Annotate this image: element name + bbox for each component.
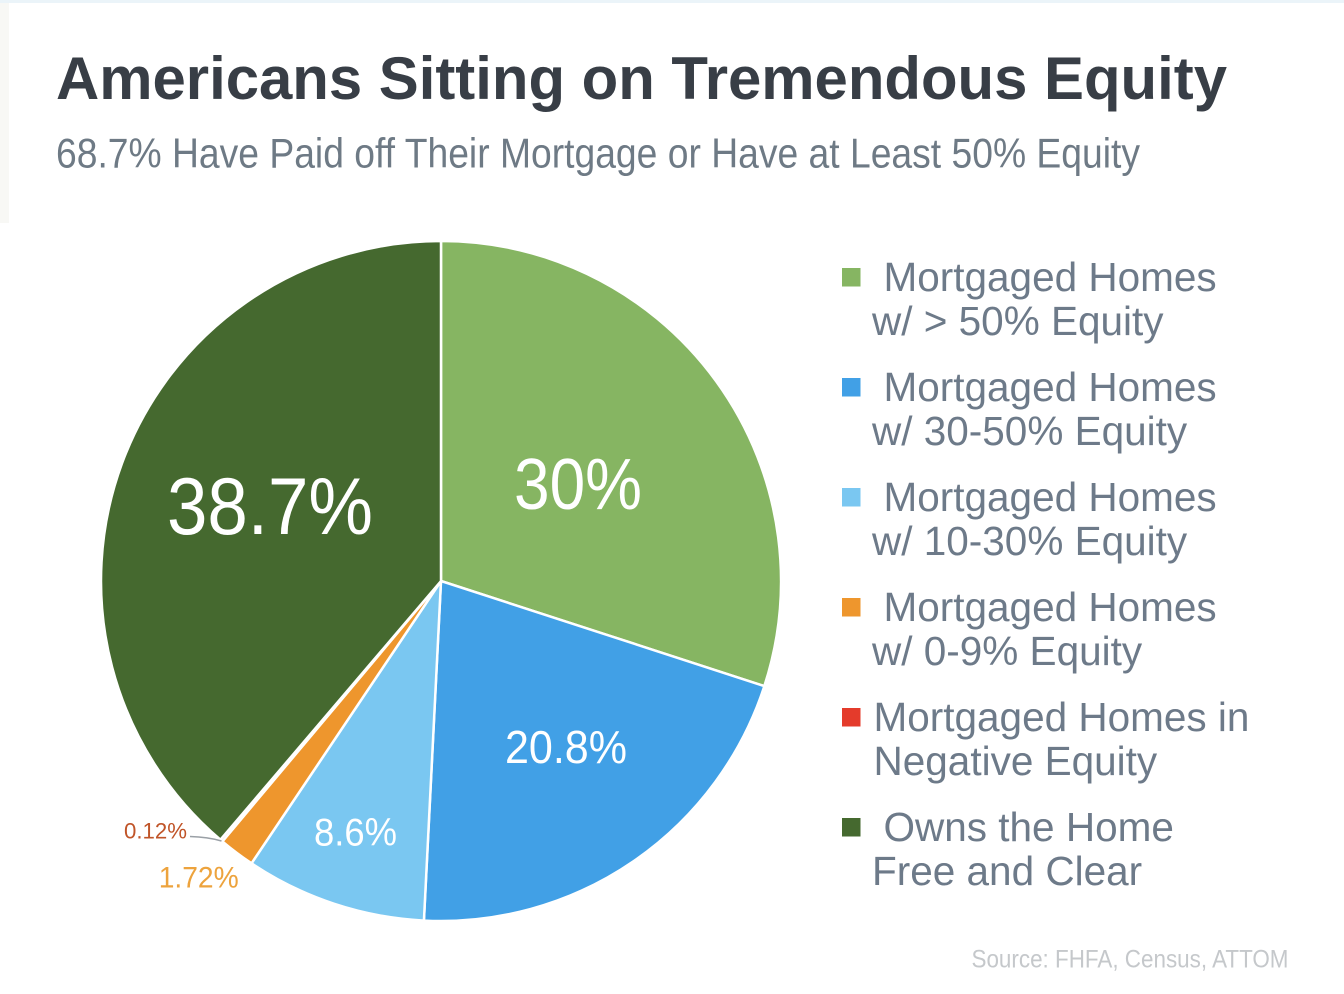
- svg-text:Free and Clear: Free and Clear: [872, 848, 1142, 894]
- svg-text:w/ 10-30% Equity: w/ 10-30% Equity: [871, 518, 1188, 564]
- svg-text:Mortgaged Homes in: Mortgaged Homes in: [874, 694, 1250, 740]
- svg-text:Mortgaged Homes: Mortgaged Homes: [884, 584, 1217, 630]
- svg-text:w/ 30-50% Equity: w/ 30-50% Equity: [871, 408, 1188, 454]
- svg-text:Mortgaged Homes: Mortgaged Homes: [884, 474, 1217, 520]
- svg-text:30%: 30%: [514, 445, 642, 525]
- svg-text:w/ 0-9% Equity: w/ 0-9% Equity: [871, 628, 1143, 674]
- svg-text:8.6%: 8.6%: [314, 812, 397, 855]
- svg-text:Mortgaged Homes: Mortgaged Homes: [884, 254, 1217, 300]
- svg-text:Mortgaged Homes: Mortgaged Homes: [884, 364, 1217, 410]
- svg-text:Negative Equity: Negative Equity: [874, 738, 1158, 784]
- svg-text:38.7%: 38.7%: [167, 462, 373, 552]
- svg-text:w/ > 50% Equity: w/ > 50% Equity: [871, 298, 1164, 344]
- svg-text:Owns the Home: Owns the Home: [884, 804, 1174, 850]
- svg-text:0.12%: 0.12%: [124, 819, 187, 844]
- svg-text:Americans Sitting on Tremendou: Americans Sitting on Tremendous Equity: [56, 45, 1228, 112]
- svg-text:1.72%: 1.72%: [159, 862, 239, 895]
- svg-text:20.8%: 20.8%: [505, 721, 627, 773]
- svg-text:68.7% Have Paid off Their Mort: 68.7% Have Paid off Their Mortgage or Ha…: [56, 130, 1140, 177]
- svg-text:Source: FHFA, Census, ATTOM: Source: FHFA, Census, ATTOM: [972, 946, 1289, 974]
